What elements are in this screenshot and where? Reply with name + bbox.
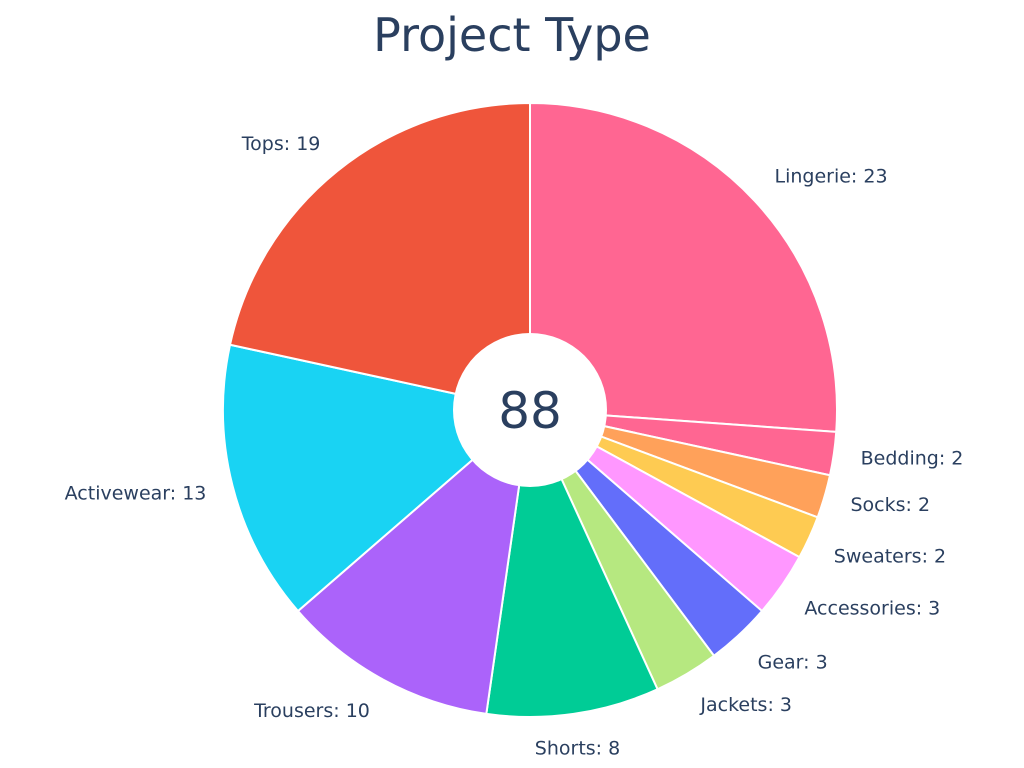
slice-label-bedding: Bedding: 2 [861,448,964,470]
slice-label-trousers: Trousers: 10 [253,700,370,722]
slice-label-socks: Socks: 2 [851,494,931,516]
slice-label-activewear: Activewear: 13 [65,483,207,505]
slice-label-lingerie: Lingerie: 23 [775,165,888,187]
center-hole [453,333,607,487]
chart-title: Project Type [373,8,651,62]
slice-labels: Lingerie: 23 Bedding: 2 Socks: 2 Sweaters: … [65,133,964,760]
slice-label-gear: Gear: 3 [758,652,828,674]
slice-label-jackets: Jackets: 3 [699,694,792,716]
slice-label-shorts: Shorts: 8 [535,738,620,760]
pie-slice-tops[interactable] [228,101,531,412]
slice-label-sweaters: Sweaters: 2 [834,546,946,568]
slice-label-accessories: Accessories: 3 [804,598,940,620]
pie-slice-trousers[interactable] [296,407,532,716]
pie-slice-lingerie[interactable] [529,101,838,433]
center-total-label: 88 [498,382,562,440]
slice-label-tops: Tops: 19 [241,133,321,155]
